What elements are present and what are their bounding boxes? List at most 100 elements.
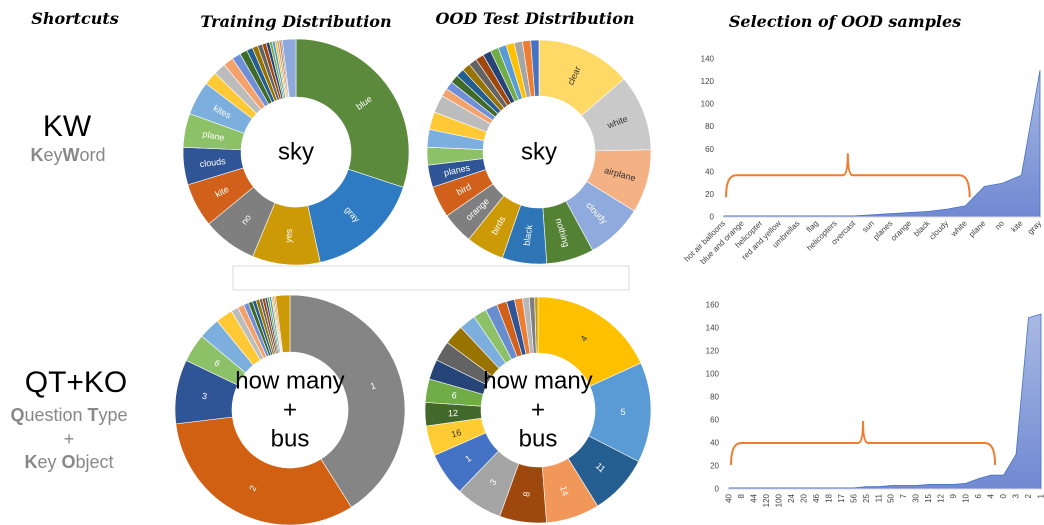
x-tick-label: no <box>993 218 1006 231</box>
slice-label: no <box>239 213 253 227</box>
slice-label: 2 <box>247 484 258 493</box>
train-qtko-donut: 1 2 3 6 how many+bus <box>174 294 406 525</box>
center-label: + <box>531 397 545 424</box>
y-tick-label: 60 <box>710 416 719 425</box>
qtko-plus: + <box>64 429 75 449</box>
slice-label: 12 <box>448 408 458 418</box>
donut-slice <box>175 416 352 525</box>
x-tick-label: 24 <box>787 493 796 502</box>
x-tick-label: 100 <box>774 493 783 507</box>
slice-label: 3 <box>201 391 208 402</box>
text-part: Q <box>10 405 24 425</box>
x-tick-label: kite <box>1009 218 1025 234</box>
x-tick-label: 40 <box>725 493 734 502</box>
x-tick-label: 20 <box>799 493 808 502</box>
text-part: T <box>88 405 99 425</box>
text-part: K <box>30 145 43 165</box>
x-tick-label: 10 <box>962 493 971 502</box>
text-part: ey <box>37 452 61 472</box>
x-tick-label: cloudy <box>928 219 951 242</box>
slice-label: 16 <box>450 427 462 439</box>
text-part: ord <box>80 145 106 165</box>
x-tick-label: 9 <box>949 493 958 498</box>
x-tick-label: 120 <box>762 493 771 507</box>
qtko-abbr: QT+KO <box>25 366 128 399</box>
text-part: W <box>63 145 80 165</box>
x-tick-label: 0 <box>999 493 1008 498</box>
selection-header: Selection of OOD samples <box>729 12 961 31</box>
slice-label: 6 <box>451 390 458 401</box>
ood-kw-donut: clearwhiteairplanecloudynothingblackbird… <box>426 39 652 265</box>
x-tick-label: orange <box>889 218 913 242</box>
x-tick-label: 44 <box>749 493 758 502</box>
x-tick-label: gray <box>1026 219 1043 236</box>
y-tick-label: 40 <box>705 167 714 176</box>
y-tick-label: 160 <box>706 301 720 310</box>
x-tick-label: white <box>949 218 970 239</box>
text-part: ey <box>43 145 62 165</box>
y-tick-label: 100 <box>701 100 715 109</box>
x-tick-label: 12 <box>937 493 946 502</box>
x-tick-label: 15 <box>924 493 933 502</box>
shortcuts-header: Shortcuts <box>31 9 118 28</box>
y-tick-label: 0 <box>715 485 720 494</box>
x-tick-label: 25 <box>862 493 871 502</box>
x-tick-label: 56 <box>849 493 858 502</box>
x-tick-label: 2 <box>1024 493 1033 498</box>
donut-slice <box>295 38 410 188</box>
x-tick-label: 11 <box>874 493 883 502</box>
area-series <box>723 70 1041 218</box>
center-label: + <box>283 397 297 424</box>
donut-slice <box>275 294 291 353</box>
y-tick-label: 80 <box>710 393 719 402</box>
center-label: bus <box>271 426 310 453</box>
kw-abbr: KW <box>43 110 92 143</box>
y-tick-label: 20 <box>705 190 714 199</box>
donut-slice <box>281 38 297 98</box>
x-tick-label: 6 <box>974 493 983 498</box>
ood-test-header: OOD Test Distribution <box>436 9 635 28</box>
qtko-line1: Question Type <box>10 405 127 425</box>
text-part: ype <box>99 405 128 425</box>
y-tick-label: 120 <box>706 347 720 356</box>
center-label: bus <box>519 426 558 453</box>
charts: bluegrayyesnokitecloudsplanekitesskyclea… <box>174 38 1044 525</box>
bracket-annotation <box>730 420 997 466</box>
y-tick-label: 100 <box>706 370 720 379</box>
y-tick-label: 20 <box>710 462 719 471</box>
y-tick-label: 140 <box>706 324 720 333</box>
x-tick-label: 4 <box>987 493 996 498</box>
text-part: bject <box>76 452 114 472</box>
x-tick-label: 50 <box>887 493 896 502</box>
slice-label: yes <box>283 228 294 243</box>
slice-label: 14 <box>558 484 571 497</box>
x-tick-label: 30 <box>912 493 921 502</box>
x-tick-label: 17 <box>837 493 846 502</box>
y-tick-label: 0 <box>710 213 715 222</box>
slice-label: 8 <box>521 491 532 497</box>
donut-slice <box>289 294 406 508</box>
slice-label: clouds <box>199 156 227 169</box>
y-tick-label: 120 <box>701 77 715 86</box>
slice-label: 1 <box>463 453 473 464</box>
separator-box <box>232 265 630 291</box>
y-tick-label: 140 <box>701 55 715 64</box>
x-tick-label: 7 <box>899 493 908 498</box>
y-tick-label: 40 <box>710 439 719 448</box>
slice-label: 1 <box>369 380 377 391</box>
slice-label: black <box>522 224 535 247</box>
text-part: K <box>24 452 37 472</box>
x-tick-label: 3 <box>1012 493 1021 498</box>
bracket-annotation <box>725 153 971 198</box>
x-tick-label: 46 <box>812 493 821 502</box>
x-tick-label: 8 <box>737 493 746 498</box>
text-part: O <box>61 452 75 472</box>
donut-slice <box>530 39 540 97</box>
center-label: sky <box>278 139 314 166</box>
x-tick-label: 18 <box>824 493 833 502</box>
x-tick-label: plane <box>967 218 988 239</box>
x-tick-label: 1 <box>1037 493 1044 498</box>
